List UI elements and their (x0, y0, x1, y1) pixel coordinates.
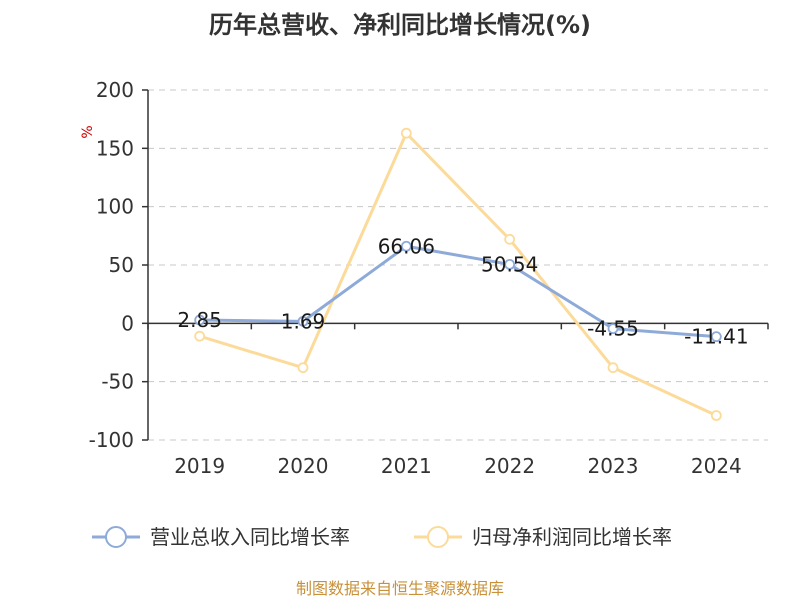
x-tick-label: 2022 (484, 454, 535, 478)
y-tick-label: -50 (101, 370, 134, 394)
y-tick-label: 200 (96, 78, 134, 102)
y-tick-label: 50 (109, 253, 134, 277)
legend-label: 归母净利润同比增长率 (472, 525, 672, 549)
y-tick-label: -100 (89, 428, 134, 452)
data-label: 1.69 (281, 309, 326, 333)
x-tick-label: 2020 (278, 454, 329, 478)
source-note: 制图数据来自恒生聚源数据库 (296, 579, 504, 598)
series-point-1 (297, 315, 309, 327)
legend-swatch-marker (105, 526, 127, 548)
x-tick-label: 2021 (381, 454, 432, 478)
series-point-1 (710, 331, 722, 343)
data-labels: 2.85 1.69 66.06 50.54 -4.55 -11.41 (177, 234, 748, 348)
legend-swatch-marker (427, 526, 449, 548)
legend-item-1[interactable]: 营业总收入同比增长率 (92, 525, 350, 549)
data-label: 50.54 (481, 252, 538, 276)
data-label: -4.55 (587, 317, 639, 341)
y-tick-label: 0 (121, 311, 134, 335)
grid-lines (148, 89, 768, 441)
axes: 200 150 100 50 0 -50 -100 2019 2020 2021 2022 2023 2… (89, 78, 769, 478)
series-point-2 (194, 330, 206, 342)
series-point-2 (607, 362, 619, 374)
series-point-1 (400, 240, 412, 252)
data-label: 2.85 (177, 308, 222, 332)
series-point-2 (400, 127, 412, 139)
y-tick-label: 100 (96, 195, 134, 219)
series-point-1 (607, 323, 619, 335)
chart-title: 历年总营收、净利同比增长情况(%) (209, 11, 591, 39)
legend-label: 营业总收入同比增长率 (150, 525, 350, 549)
y-axis-unit-label: % (80, 125, 96, 138)
series (194, 127, 722, 421)
series-point-1 (194, 314, 206, 326)
series-line-2 (199, 131, 717, 417)
x-tick-label: 2019 (174, 454, 225, 478)
data-label: 66.06 (378, 234, 435, 258)
y-tick-label: 150 (96, 136, 134, 160)
x-tick-label: 2023 (588, 454, 639, 478)
data-label: -11.41 (684, 325, 748, 349)
x-tick-label: 2024 (691, 454, 742, 478)
series-point-2 (297, 362, 309, 374)
legend-item-2[interactable]: 归母净利润同比增长率 (414, 525, 672, 549)
series-line-1 (199, 244, 717, 339)
series-point-2 (504, 233, 516, 245)
series-point-1 (504, 258, 516, 270)
legend: 营业总收入同比增长率 归母净利润同比增长率 (92, 525, 672, 549)
series-point-2 (710, 410, 722, 421)
